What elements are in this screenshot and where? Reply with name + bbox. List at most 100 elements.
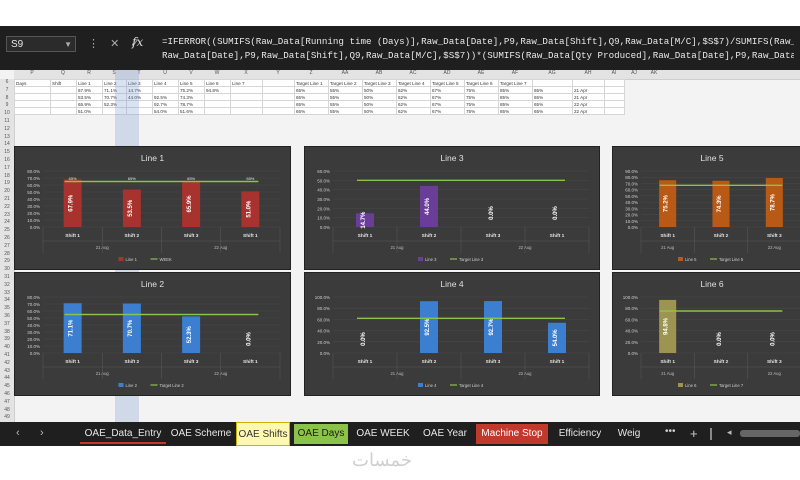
sheet-tab[interactable]: OAE Days [294,424,348,444]
table-cell[interactable]: Line 1 [76,79,103,87]
table-cell[interactable]: Line 4 [152,79,179,87]
row-header[interactable]: 8 [5,94,9,101]
row-header[interactable]: 25 [4,227,10,234]
row-header[interactable]: 9 [5,102,9,109]
row-header[interactable]: 12 [4,125,10,132]
table-cell[interactable]: 65% [294,86,329,94]
table-cell[interactable]: Target Line 2 [328,79,363,87]
table-cell[interactable] [262,93,295,101]
table-cell[interactable]: 65% [532,107,573,115]
table-cell[interactable]: 94.8% [204,86,231,94]
sheet-tab[interactable]: Machine Stop [476,424,548,444]
sheet-tab[interactable]: OAE Shifts [236,422,290,446]
table-cell[interactable]: 85% [498,86,533,94]
sheet-tab[interactable]: OAE Scheme [170,424,232,444]
row-header[interactable]: 35 [4,305,10,312]
table-cell[interactable]: Target Line 1 [294,79,329,87]
cancel-icon[interactable]: ✕ [110,38,124,50]
column-header[interactable]: U [163,70,167,76]
table-cell[interactable]: 65% [294,107,329,115]
sheet-tab[interactable]: Efficiency [552,424,608,444]
row-header[interactable]: 31 [4,274,10,280]
table-cell[interactable]: Shift 1 [50,86,77,94]
table-cell[interactable]: 67% [430,86,465,94]
table-cell[interactable]: 65% [294,100,329,108]
row-header[interactable]: 24 [4,219,10,226]
table-cell[interactable]: 74.3% [178,93,205,101]
row-header[interactable]: 19 [4,180,10,187]
table-cell[interactable]: 55% [328,93,363,101]
column-header[interactable]: AK [650,70,658,76]
table-cell[interactable]: 55% [328,100,363,108]
row-header[interactable]: 43 [4,367,10,374]
table-cell[interactable]: 85% [498,100,533,108]
row-header[interactable]: 16 [4,157,10,163]
table-cell[interactable]: 50% [362,86,397,94]
table-cell[interactable]: 62% [396,107,431,115]
column-header[interactable]: AJ [631,70,637,76]
table-cell[interactable]: Packaging [262,79,295,87]
column-header[interactable]: AG [548,70,556,76]
row-header[interactable]: 28 [4,250,10,257]
column-header[interactable]: AE [477,70,485,76]
table-cell[interactable]: Target Line 7 [498,79,533,87]
row-header[interactable]: 29 [4,258,10,265]
table-cell[interactable]: 78.7% [178,100,205,108]
table-cell[interactable] [604,86,625,94]
table-cell[interactable]: 85% [498,93,533,101]
table-cell[interactable]: 62% [396,100,431,108]
row-header[interactable]: 36 [4,313,10,319]
sheet-tab[interactable]: OAE_Data_Entry [80,424,166,444]
row-header[interactable]: 26 [4,235,10,241]
row-header[interactable]: 38 [4,328,10,335]
table-cell[interactable] [230,107,263,115]
table-cell[interactable] [230,93,263,101]
table-cell[interactable]: 65% [294,93,329,101]
confirm-icon[interactable]: ✓ [130,38,144,50]
row-header[interactable]: 46 [4,391,10,397]
chevron-right-icon[interactable]: › [40,427,44,439]
column-header[interactable]: AI [611,70,617,76]
row-header[interactable]: 6 [5,79,9,85]
sheet-tab[interactable]: OAE WEEK [352,424,414,444]
table-cell[interactable]: 62% [396,86,431,94]
table-cell[interactable]: 75% [464,93,499,101]
table-cell[interactable]: Shift 2 [50,93,77,101]
table-cell[interactable]: Line 7 [230,79,263,87]
table-cell[interactable]: Line 5 [178,79,205,87]
table-cell[interactable] [572,79,605,87]
table-cell[interactable]: 92.5% [152,93,179,101]
chevron-left-icon[interactable]: ‹ [16,427,20,439]
table-cell[interactable]: Target Line 4 [396,79,431,87]
table-cell[interactable]: 50% [362,93,397,101]
chart-line3[interactable]: Line 3 60.0% 50.0% 40.0% 30.0% 20.0% 10.0% 0.0… [304,146,600,270]
row-header[interactable]: 37 [4,320,10,327]
row-header[interactable]: 34 [4,297,10,304]
table-cell[interactable] [204,100,231,108]
row-header[interactable]: 14 [4,141,10,148]
chart-line2[interactable]: Line 2 80.0% 70.0% 60.0% 50.0% 40.0% 30.0% 20.… [14,272,291,396]
column-header[interactable]: T [137,70,141,76]
table-cell[interactable]: 55% [328,86,363,94]
table-cell[interactable] [262,100,295,108]
row-header[interactable]: 21 [4,196,10,202]
table-cell[interactable]: 50% [362,100,397,108]
row-header[interactable]: 20 [4,188,10,195]
add-sheet-button[interactable]: + [690,426,698,441]
sheet-tab[interactable]: Weig [612,424,646,444]
table-cell[interactable]: Shift 3 [50,100,77,108]
row-header[interactable]: 10 [4,110,10,117]
column-header[interactable]: V [189,70,193,76]
table-cell[interactable] [230,100,263,108]
table-cell[interactable] [604,100,625,108]
table-cell[interactable]: 21 Apr [572,93,605,101]
table-cell[interactable] [230,86,263,94]
row-header[interactable]: 22 [4,203,10,210]
row-header[interactable]: 17 [4,164,10,171]
row-header[interactable]: 44 [4,375,10,382]
column-header[interactable]: AA [341,70,349,76]
row-header[interactable]: 45 [4,383,10,390]
row-header[interactable]: 18 [4,172,10,179]
row-header[interactable]: 23 [4,211,10,218]
row-header[interactable]: 49 [4,414,10,421]
